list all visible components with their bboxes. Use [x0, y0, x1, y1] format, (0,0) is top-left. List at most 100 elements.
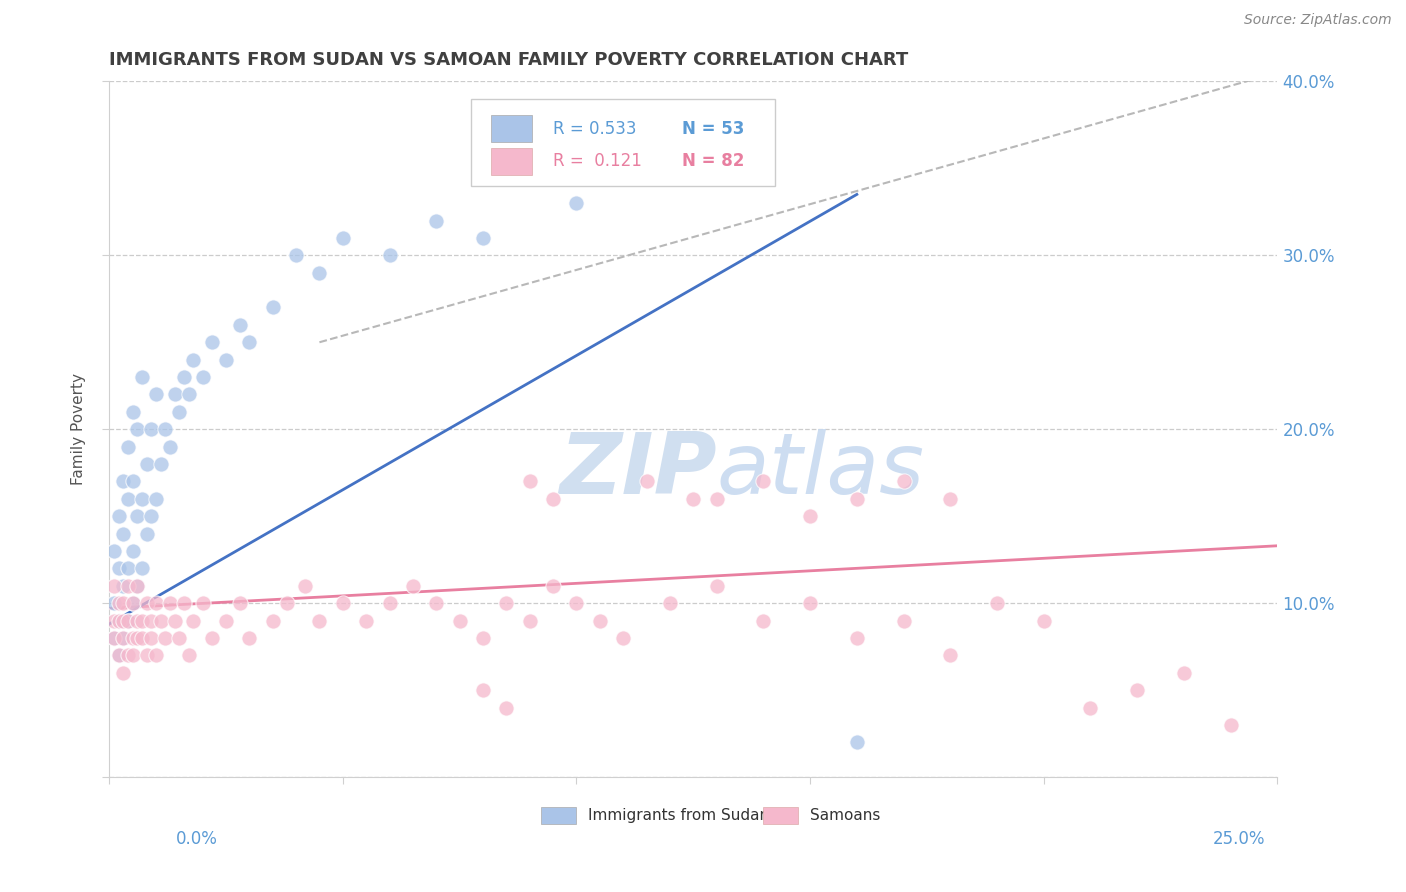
Point	[449, 614, 471, 628]
Point	[121, 544, 143, 558]
Point	[238, 631, 260, 645]
Point	[121, 596, 143, 610]
Point	[262, 614, 284, 628]
Point	[519, 614, 541, 628]
FancyBboxPatch shape	[471, 99, 775, 186]
Point	[752, 614, 775, 628]
Point	[103, 579, 125, 593]
Point	[262, 301, 284, 315]
Point	[1126, 683, 1149, 698]
Point	[682, 491, 704, 506]
Text: ZIP: ZIP	[560, 429, 717, 513]
Point	[425, 213, 447, 227]
Text: 25.0%: 25.0%	[1213, 830, 1265, 847]
Point	[565, 596, 588, 610]
Point	[472, 231, 495, 245]
Point	[117, 579, 139, 593]
Point	[155, 631, 177, 645]
Point	[1080, 700, 1102, 714]
Point	[141, 614, 163, 628]
Point	[141, 631, 163, 645]
Point	[706, 579, 728, 593]
Point	[425, 596, 447, 610]
Point	[117, 648, 139, 663]
Point	[541, 491, 564, 506]
Point	[893, 475, 915, 489]
Point	[117, 561, 139, 575]
Point	[177, 648, 200, 663]
Point	[107, 614, 129, 628]
Point	[112, 475, 135, 489]
Point	[127, 509, 149, 524]
Point	[117, 614, 139, 628]
Point	[308, 266, 330, 280]
Point	[229, 318, 252, 332]
Point	[149, 614, 172, 628]
Text: IMMIGRANTS FROM SUDAN VS SAMOAN FAMILY POVERTY CORRELATION CHART: IMMIGRANTS FROM SUDAN VS SAMOAN FAMILY P…	[110, 51, 908, 69]
Point	[131, 561, 153, 575]
Text: 0.0%: 0.0%	[176, 830, 218, 847]
Point	[378, 596, 401, 610]
Text: N = 53: N = 53	[682, 120, 744, 137]
Point	[135, 457, 157, 471]
Text: R = 0.533: R = 0.533	[553, 120, 637, 137]
Point	[201, 631, 224, 645]
Point	[117, 440, 139, 454]
Point	[893, 614, 915, 628]
Text: Samoans: Samoans	[810, 808, 880, 823]
Point	[986, 596, 1008, 610]
Point	[121, 405, 143, 419]
Y-axis label: Family Poverty: Family Poverty	[72, 373, 86, 485]
Point	[121, 648, 143, 663]
Point	[636, 475, 658, 489]
Point	[135, 648, 157, 663]
Point	[135, 526, 157, 541]
Point	[159, 596, 181, 610]
Point	[117, 614, 139, 628]
Point	[173, 370, 195, 384]
Point	[112, 614, 135, 628]
Point	[107, 648, 129, 663]
Point	[1032, 614, 1054, 628]
Point	[845, 491, 868, 506]
Point	[141, 509, 163, 524]
Point	[845, 735, 868, 749]
Point	[127, 579, 149, 593]
Point	[658, 596, 681, 610]
Point	[238, 335, 260, 350]
Point	[131, 631, 153, 645]
Point	[112, 665, 135, 680]
Point	[191, 370, 214, 384]
Point	[799, 509, 821, 524]
Point	[107, 561, 129, 575]
Bar	[541, 806, 576, 824]
Point	[145, 491, 167, 506]
Point	[131, 370, 153, 384]
Point	[276, 596, 298, 610]
Point	[1219, 718, 1241, 732]
Point	[402, 579, 425, 593]
Point	[706, 491, 728, 506]
Point	[107, 596, 129, 610]
Point	[141, 422, 163, 436]
Point	[378, 248, 401, 262]
Point	[127, 631, 149, 645]
Point	[159, 440, 181, 454]
Point	[229, 596, 252, 610]
Bar	[491, 148, 531, 175]
Point	[112, 526, 135, 541]
Point	[107, 614, 129, 628]
Point	[163, 614, 186, 628]
Point	[117, 491, 139, 506]
Point	[181, 614, 204, 628]
Point	[149, 457, 172, 471]
Point	[181, 352, 204, 367]
Point	[799, 596, 821, 610]
Point	[103, 544, 125, 558]
Point	[121, 631, 143, 645]
Point	[215, 614, 238, 628]
Point	[589, 614, 612, 628]
Point	[354, 614, 377, 628]
Point	[107, 509, 129, 524]
Point	[308, 614, 330, 628]
